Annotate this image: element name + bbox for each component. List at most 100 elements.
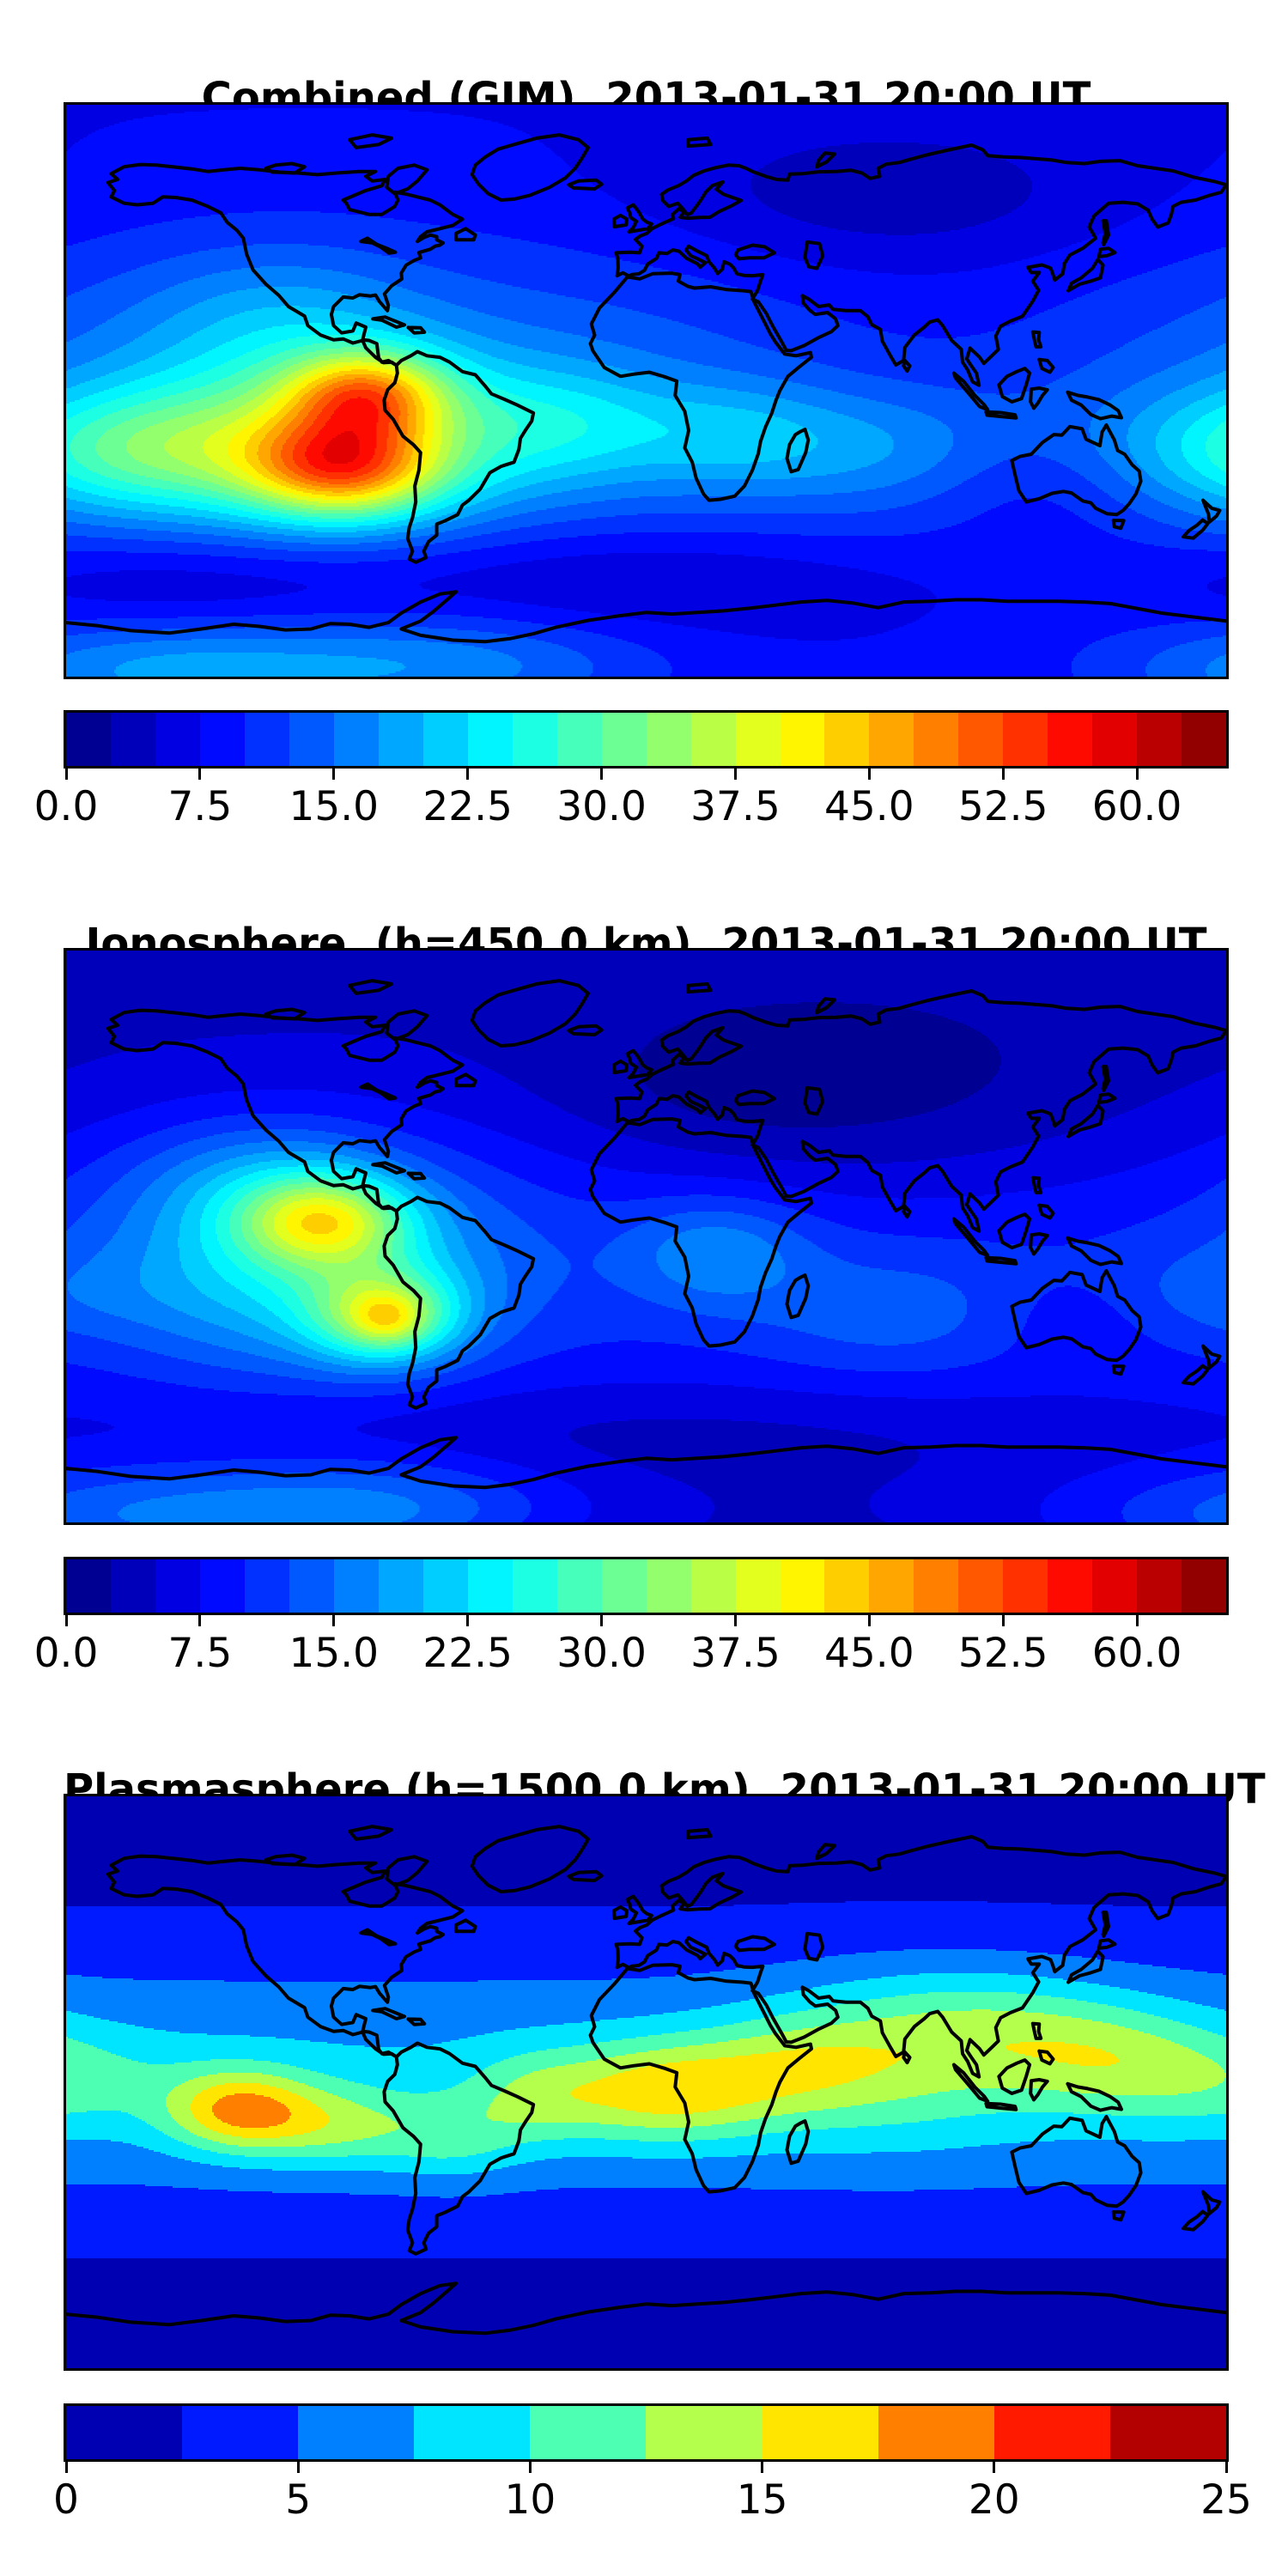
colorbar-segment bbox=[646, 713, 691, 766]
colorbar-segment bbox=[378, 1559, 423, 1613]
colorbar-segment bbox=[993, 2406, 1110, 2459]
colorbar-segment bbox=[1092, 1559, 1138, 1613]
colorbar-segment bbox=[646, 1559, 691, 1613]
colorbar-tick bbox=[64, 2462, 68, 2473]
colorbar-tick-label: 7.5 bbox=[167, 1630, 233, 1677]
colorbar-segment bbox=[110, 1559, 155, 1613]
colorbar-tick bbox=[733, 769, 737, 780]
map-frame bbox=[64, 1794, 1229, 2371]
colorbar-tick-label: 52.5 bbox=[957, 783, 1048, 830]
colorbar-segment bbox=[467, 1559, 513, 1613]
colorbar-segment bbox=[1092, 713, 1138, 766]
colorbar-tick-label: 0.0 bbox=[33, 1630, 99, 1677]
colorbar-tick bbox=[1135, 769, 1139, 780]
colorbar bbox=[64, 1557, 1229, 1615]
colorbar-segment bbox=[1109, 2406, 1226, 2459]
colorbar-segment bbox=[1137, 1559, 1182, 1613]
colorbar-segment bbox=[298, 2406, 415, 2459]
colorbar-tick-label: 20 bbox=[968, 2476, 1020, 2524]
colorbar-tick bbox=[1001, 769, 1005, 780]
colorbar-tick bbox=[1135, 1615, 1139, 1626]
colorbar-segment bbox=[690, 1559, 736, 1613]
colorbar-segment bbox=[762, 2406, 878, 2459]
colorbar-segment bbox=[824, 1559, 870, 1613]
colorbar-tick-label: 15.0 bbox=[289, 783, 380, 830]
colorbar-segment bbox=[1003, 1559, 1048, 1613]
coastline-path bbox=[66, 1825, 1226, 2336]
colorbar-segment bbox=[512, 713, 557, 766]
colorbar-segment bbox=[1003, 713, 1048, 766]
colorbar-segment bbox=[780, 1559, 825, 1613]
colorbar-segment bbox=[512, 1559, 557, 1613]
colorbar-tick-label: 22.5 bbox=[422, 1630, 513, 1677]
colorbar-ticks bbox=[64, 2462, 1228, 2474]
colorbar-segment bbox=[467, 713, 513, 766]
colorbar-tick-labels: 0.0 7.5 15.0 22.5 30.0 37.5 45.0 52.5 60.0 bbox=[34, 1630, 1226, 1685]
colorbar-segment bbox=[869, 1559, 914, 1613]
colorbar-tick-label: 10 bbox=[504, 2476, 556, 2524]
colorbar-tick bbox=[198, 1615, 202, 1626]
colorbar-tick bbox=[867, 1615, 871, 1626]
colorbar-segment bbox=[1137, 713, 1182, 766]
colorbar-segment bbox=[958, 1559, 1004, 1613]
colorbar-segment bbox=[735, 713, 781, 766]
colorbar-segment bbox=[646, 2406, 762, 2459]
colorbar-segment bbox=[422, 713, 468, 766]
map-frame bbox=[64, 948, 1229, 1525]
colorbar-segment bbox=[556, 1559, 602, 1613]
colorbar-segment bbox=[110, 713, 155, 766]
colorbar-tick bbox=[332, 769, 336, 780]
colorbar-tick-label: 45.0 bbox=[823, 1630, 914, 1677]
colorbar-segment bbox=[199, 1559, 245, 1613]
colorbar-tick-label: 7.5 bbox=[167, 783, 233, 830]
colorbar-tick bbox=[198, 769, 202, 780]
colorbar-tick bbox=[761, 2462, 764, 2473]
colorbar-segment bbox=[735, 1559, 781, 1613]
colorbar-tick bbox=[466, 1615, 470, 1626]
colorbar-segment bbox=[878, 2406, 994, 2459]
colorbar-tick bbox=[332, 1615, 336, 1626]
colorbar-segment bbox=[199, 713, 245, 766]
colorbar-tick-label: 30.0 bbox=[556, 783, 647, 830]
colorbar-tick bbox=[296, 2462, 300, 2473]
colorbar-tick-label: 37.5 bbox=[690, 783, 781, 830]
colorbar-tick bbox=[1224, 2462, 1228, 2473]
colorbar-tick-label: 0.0 bbox=[33, 783, 99, 830]
colorbar-tick-label: 60.0 bbox=[1091, 1630, 1182, 1677]
colorbar-tick bbox=[466, 769, 470, 780]
colorbar-segment bbox=[378, 713, 423, 766]
colorbar-tick-label: 60.0 bbox=[1091, 783, 1182, 830]
colorbar bbox=[64, 710, 1229, 769]
colorbar-segment bbox=[1182, 1559, 1227, 1613]
colorbar-tick-label: 52.5 bbox=[957, 1630, 1048, 1677]
colorbar-segment bbox=[244, 1559, 289, 1613]
colorbar-tick bbox=[64, 1615, 68, 1626]
colorbar-segment bbox=[601, 1559, 647, 1613]
colorbar-segment bbox=[869, 713, 914, 766]
colorbar-tick bbox=[733, 1615, 737, 1626]
colorbar-segment bbox=[155, 1559, 200, 1613]
colorbar-segment bbox=[289, 1559, 334, 1613]
map-frame bbox=[64, 102, 1229, 679]
colorbar-segment bbox=[530, 2406, 647, 2459]
colorbar-segment bbox=[1048, 1559, 1093, 1613]
colorbar-segment bbox=[155, 713, 200, 766]
colorbar-segment bbox=[66, 713, 111, 766]
colorbar-segment bbox=[556, 713, 602, 766]
coastline-path bbox=[66, 979, 1226, 1490]
colorbar-tick bbox=[867, 769, 871, 780]
colorbar-tick bbox=[600, 1615, 604, 1626]
colorbar-tick-label: 25 bbox=[1200, 2476, 1252, 2524]
colorbar-tick bbox=[528, 2462, 532, 2473]
colorbar-tick-label: 0 bbox=[53, 2476, 79, 2524]
coastline-overlay bbox=[66, 979, 1226, 1490]
colorbar-segment bbox=[690, 713, 736, 766]
colorbar-segment bbox=[333, 713, 379, 766]
colorbar-tick-label: 15.0 bbox=[289, 1630, 380, 1677]
colorbar-segment bbox=[780, 713, 825, 766]
colorbar-segment bbox=[66, 1559, 111, 1613]
colorbar-segment bbox=[958, 713, 1004, 766]
colorbar-segment bbox=[824, 713, 870, 766]
colorbar-tick-label: 22.5 bbox=[422, 783, 513, 830]
